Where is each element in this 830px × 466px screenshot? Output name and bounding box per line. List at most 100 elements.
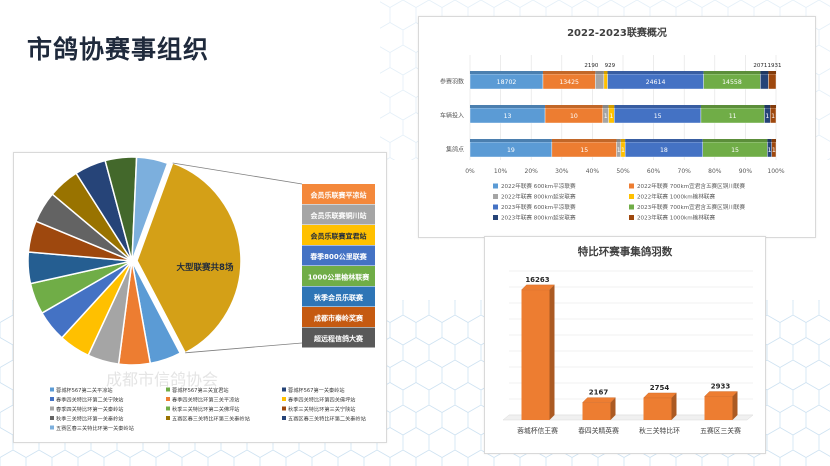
stacked-segment-top xyxy=(760,71,769,74)
stacked-segment-top xyxy=(771,139,776,142)
legend-entry: 春季四关特比环第二关宁陕站 xyxy=(56,396,123,404)
stacked-segment-top xyxy=(545,105,603,108)
column-bar-top xyxy=(582,397,616,403)
y-category-label: 参赛羽数 xyxy=(440,78,464,86)
stacked-segment xyxy=(760,73,769,90)
legend-swatch xyxy=(493,204,498,210)
column-bar xyxy=(643,397,672,420)
breakdown-block xyxy=(302,225,375,245)
column-bar-top xyxy=(521,284,555,291)
legend-swatch xyxy=(282,387,286,392)
breakdown-block xyxy=(302,204,375,225)
breakdown-label: 超远程信鸽大赛 xyxy=(314,334,364,343)
stacked-segment-top xyxy=(602,105,609,108)
legend-entry: 春季四关特比环第一关秦岭站 xyxy=(56,405,123,413)
page-title: 市鸽协赛事组织 xyxy=(27,35,210,64)
x-tick-label: 40% xyxy=(586,168,600,175)
pie-highlight-label: 大型联赛共8场 xyxy=(177,262,234,273)
data-label: 15 xyxy=(731,147,739,154)
legend-swatch xyxy=(493,215,498,220)
x-tick-label: 50% xyxy=(616,168,630,175)
legend-swatch xyxy=(629,183,634,189)
breakdown-block xyxy=(302,245,375,266)
data-label: 19 xyxy=(507,147,515,154)
stacked-segment-top xyxy=(770,105,776,108)
x-tick-label: 20% xyxy=(525,168,539,175)
stacked-segment-top xyxy=(616,139,621,142)
breakdown-block xyxy=(302,286,375,307)
stacked-segment-top xyxy=(603,71,608,74)
data-label: 15 xyxy=(580,147,588,154)
data-label: 1 xyxy=(621,147,625,154)
column-bar xyxy=(582,402,611,420)
data-label: 15 xyxy=(654,113,662,120)
stacked-bar-panel: 2022-2023联赛概况 18702 13425 2190 929 24614 1455… xyxy=(418,16,816,238)
legend-swatch xyxy=(282,406,286,411)
stacked-segment-top xyxy=(703,71,761,74)
data-label: 1 xyxy=(604,113,608,120)
x-category-label: 春四关精英赛 xyxy=(578,426,619,435)
data-label: 1931 xyxy=(767,63,781,69)
data-label: 1 xyxy=(765,113,769,120)
column-bar-side xyxy=(549,284,555,420)
stacked-segment-top xyxy=(470,105,546,108)
legend-swatch xyxy=(493,183,498,189)
breakdown-label: 1000公里榆林联赛 xyxy=(308,273,370,282)
legend-swatch xyxy=(50,416,54,420)
x-tick-label: 30% xyxy=(555,168,569,175)
breakdown-label: 秋季会员乐联赛 xyxy=(314,293,364,302)
data-label: 10 xyxy=(570,113,578,120)
data-label: 1 xyxy=(617,147,621,154)
pie-slice-highlight xyxy=(136,162,242,354)
data-label: 18 xyxy=(660,147,668,154)
legend-entry: 春季四关特比环第三关平凉站 xyxy=(172,396,239,404)
chart-title: 特比环赛事集鸽羽数 xyxy=(578,245,673,258)
legend-entry: 蓉城杯567第一关秦岭站 xyxy=(288,386,345,394)
data-label: 2190 xyxy=(584,63,598,69)
stacked-segment xyxy=(768,73,777,90)
legend-swatch xyxy=(166,387,170,392)
stacked-segment-top xyxy=(542,71,596,74)
legend-entry: 2022年联赛 700km宜君含五赛区铜川联赛 xyxy=(637,182,746,190)
legend-entry: 2023年联赛 800km延安联赛 xyxy=(501,214,576,222)
legend-swatch xyxy=(166,416,170,420)
x-tick-label: 90% xyxy=(739,168,753,175)
legend-swatch xyxy=(50,397,54,401)
legend-entry: 蓉城杯567第二关平凉站 xyxy=(56,386,113,394)
data-label: 16263 xyxy=(525,276,549,284)
data-label: 1 xyxy=(771,113,775,120)
pie-chart-panel: 成都市信鸽协会 会员乐联赛平凉站 会员乐联赛铜川站 会员乐联赛宜君站 春季800公里联… xyxy=(13,152,387,443)
breakdown-block xyxy=(302,307,375,327)
legend-swatch xyxy=(166,406,170,411)
stacked-segment-top xyxy=(607,71,704,74)
x-tick-label: 10% xyxy=(494,168,508,175)
stacked-bar-chart: 2022-2023联赛概况 18702 13425 2190 929 24614 1455… xyxy=(440,26,785,222)
data-label: 24614 xyxy=(646,79,666,86)
legend-entry: 秋季三关特比环第二关佛坪站 xyxy=(172,405,239,413)
legend-swatch xyxy=(166,397,170,401)
legend-swatch xyxy=(50,406,54,411)
pie-connector-line xyxy=(172,162,303,185)
legend-entry: 2022年联赛 600km平凉联赛 xyxy=(501,182,576,190)
x-tick-label: 80% xyxy=(708,168,722,175)
legend-entry: 春季四关特比环第四关佛坪站 xyxy=(288,396,355,404)
legend-swatch xyxy=(282,416,286,420)
legend-entry: 2023年联赛 600km平凉联赛 xyxy=(501,203,576,211)
legend-entry: 2023年联赛 700km宜君含五赛区铜川联赛 xyxy=(637,203,746,211)
data-label: 13 xyxy=(504,113,512,120)
data-label: 2071 xyxy=(753,63,767,69)
legend-entry: 秋季三关特比环第一关秦岭站 xyxy=(56,415,123,423)
column-bar xyxy=(521,289,550,420)
pie-chart: 成都市信鸽协会 会员乐联赛平凉站会员乐联赛铜川站会员乐联赛宜君站春季800公里联… xyxy=(27,156,375,432)
legend-entry: 2022年联赛 1000km榆林联赛 xyxy=(637,193,716,201)
column-bar-top xyxy=(643,392,677,399)
legend-swatch xyxy=(50,425,54,430)
stacked-segment-top xyxy=(625,139,703,142)
breakdown-block xyxy=(302,327,375,348)
stacked-segment-top xyxy=(595,71,604,74)
legend-entry: 2022年联赛 800km延安联赛 xyxy=(501,193,576,201)
column-bar xyxy=(704,396,733,420)
breakdown-label: 会员乐联赛铜川站 xyxy=(311,211,367,220)
stacked-segment-top xyxy=(702,139,768,142)
pie-connector-line xyxy=(185,342,303,354)
